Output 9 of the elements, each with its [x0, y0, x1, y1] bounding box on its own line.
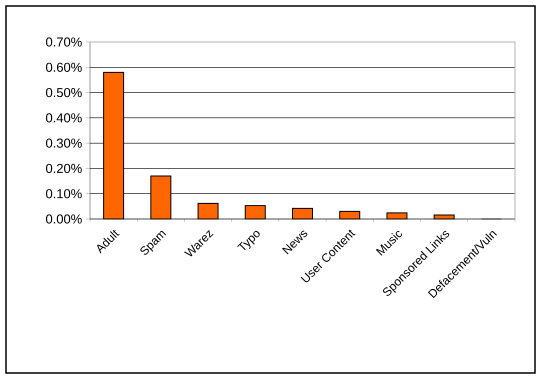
- y-tick-label: 0.40%: [46, 113, 82, 122]
- y-tick-label: 0.00%: [46, 214, 82, 224]
- y-tick-label: 0.50%: [46, 88, 82, 98]
- y-tick-label: 0.70%: [46, 37, 82, 47]
- y-tick-label: 0.20%: [46, 164, 82, 174]
- y-tick-label: 0.10%: [46, 189, 82, 198]
- y-tick-label: 0.60%: [46, 62, 82, 72]
- y-tick-label: 0.30%: [46, 138, 82, 148]
- x-tick-label: Typo: [237, 230, 260, 250]
